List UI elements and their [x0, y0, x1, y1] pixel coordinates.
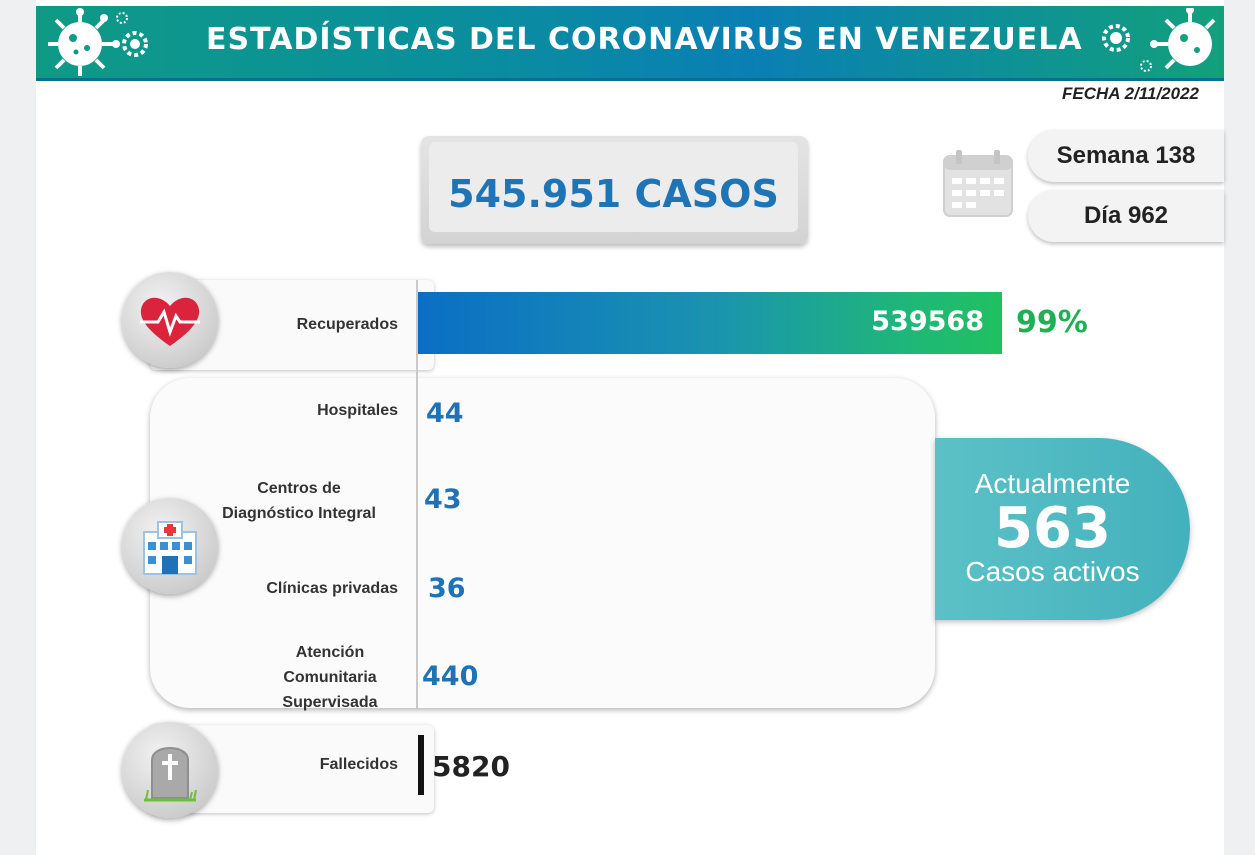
acs-value: 440: [422, 661, 479, 692]
hospital-icon: [143, 521, 197, 575]
header-banner: ESTADÍSTICAS DEL CORONAVIRUS EN VENEZUEL…: [36, 6, 1224, 81]
virus-icon: [48, 8, 148, 76]
divider-line: [416, 280, 418, 710]
report-date: FECHA 2/11/2022: [1061, 84, 1199, 103]
total-cases-label: 545.951 CASOS: [448, 172, 779, 216]
deceased-bar: [418, 735, 424, 795]
calendar-icon: [943, 150, 1013, 217]
recovered-label: Recuperados: [296, 316, 398, 333]
total-cases-box: 545.951 CASOS: [421, 136, 808, 244]
active-count: 563: [994, 496, 1111, 561]
active-bottom-label: Casos activos: [965, 556, 1140, 587]
hospitales-value: 44: [426, 398, 464, 429]
total-cases-inner: 545.951 CASOS: [429, 142, 798, 232]
active-cases-panel: [150, 378, 935, 708]
deceased-value: 5820: [432, 750, 510, 783]
deceased-label: Fallecidos: [319, 756, 398, 773]
hospital-badge: [122, 498, 218, 594]
cdi-label: Centros de Diagnóstico Integral: [222, 480, 376, 522]
recovered-badge: [122, 272, 218, 368]
active-cases-summary: Actualmente 563 Casos activos: [935, 438, 1190, 620]
active-top-label: Actualmente: [974, 468, 1131, 499]
gravestone-icon: [144, 747, 197, 802]
recovered-value: 539568: [871, 306, 984, 337]
virus-icon: [1102, 8, 1216, 72]
day-number: Día 962: [1028, 190, 1224, 242]
deceased-badge: [122, 722, 218, 818]
recovered-bar: 539568: [418, 292, 1002, 354]
acs-label: Atención Comunitaria Supervisada: [282, 644, 378, 711]
clinicas-label: Clínicas privadas: [266, 580, 398, 597]
page-title: ESTADÍSTICAS DEL CORONAVIRUS EN VENEZUEL…: [206, 22, 1083, 57]
recovered-percent: 99%: [1016, 305, 1088, 340]
hospitales-label: Hospitales: [317, 402, 398, 419]
heart-icon: [140, 297, 200, 346]
week-number: Semana 138: [1028, 130, 1224, 182]
clinicas-value: 36: [428, 573, 466, 604]
cdi-value: 43: [424, 484, 462, 515]
